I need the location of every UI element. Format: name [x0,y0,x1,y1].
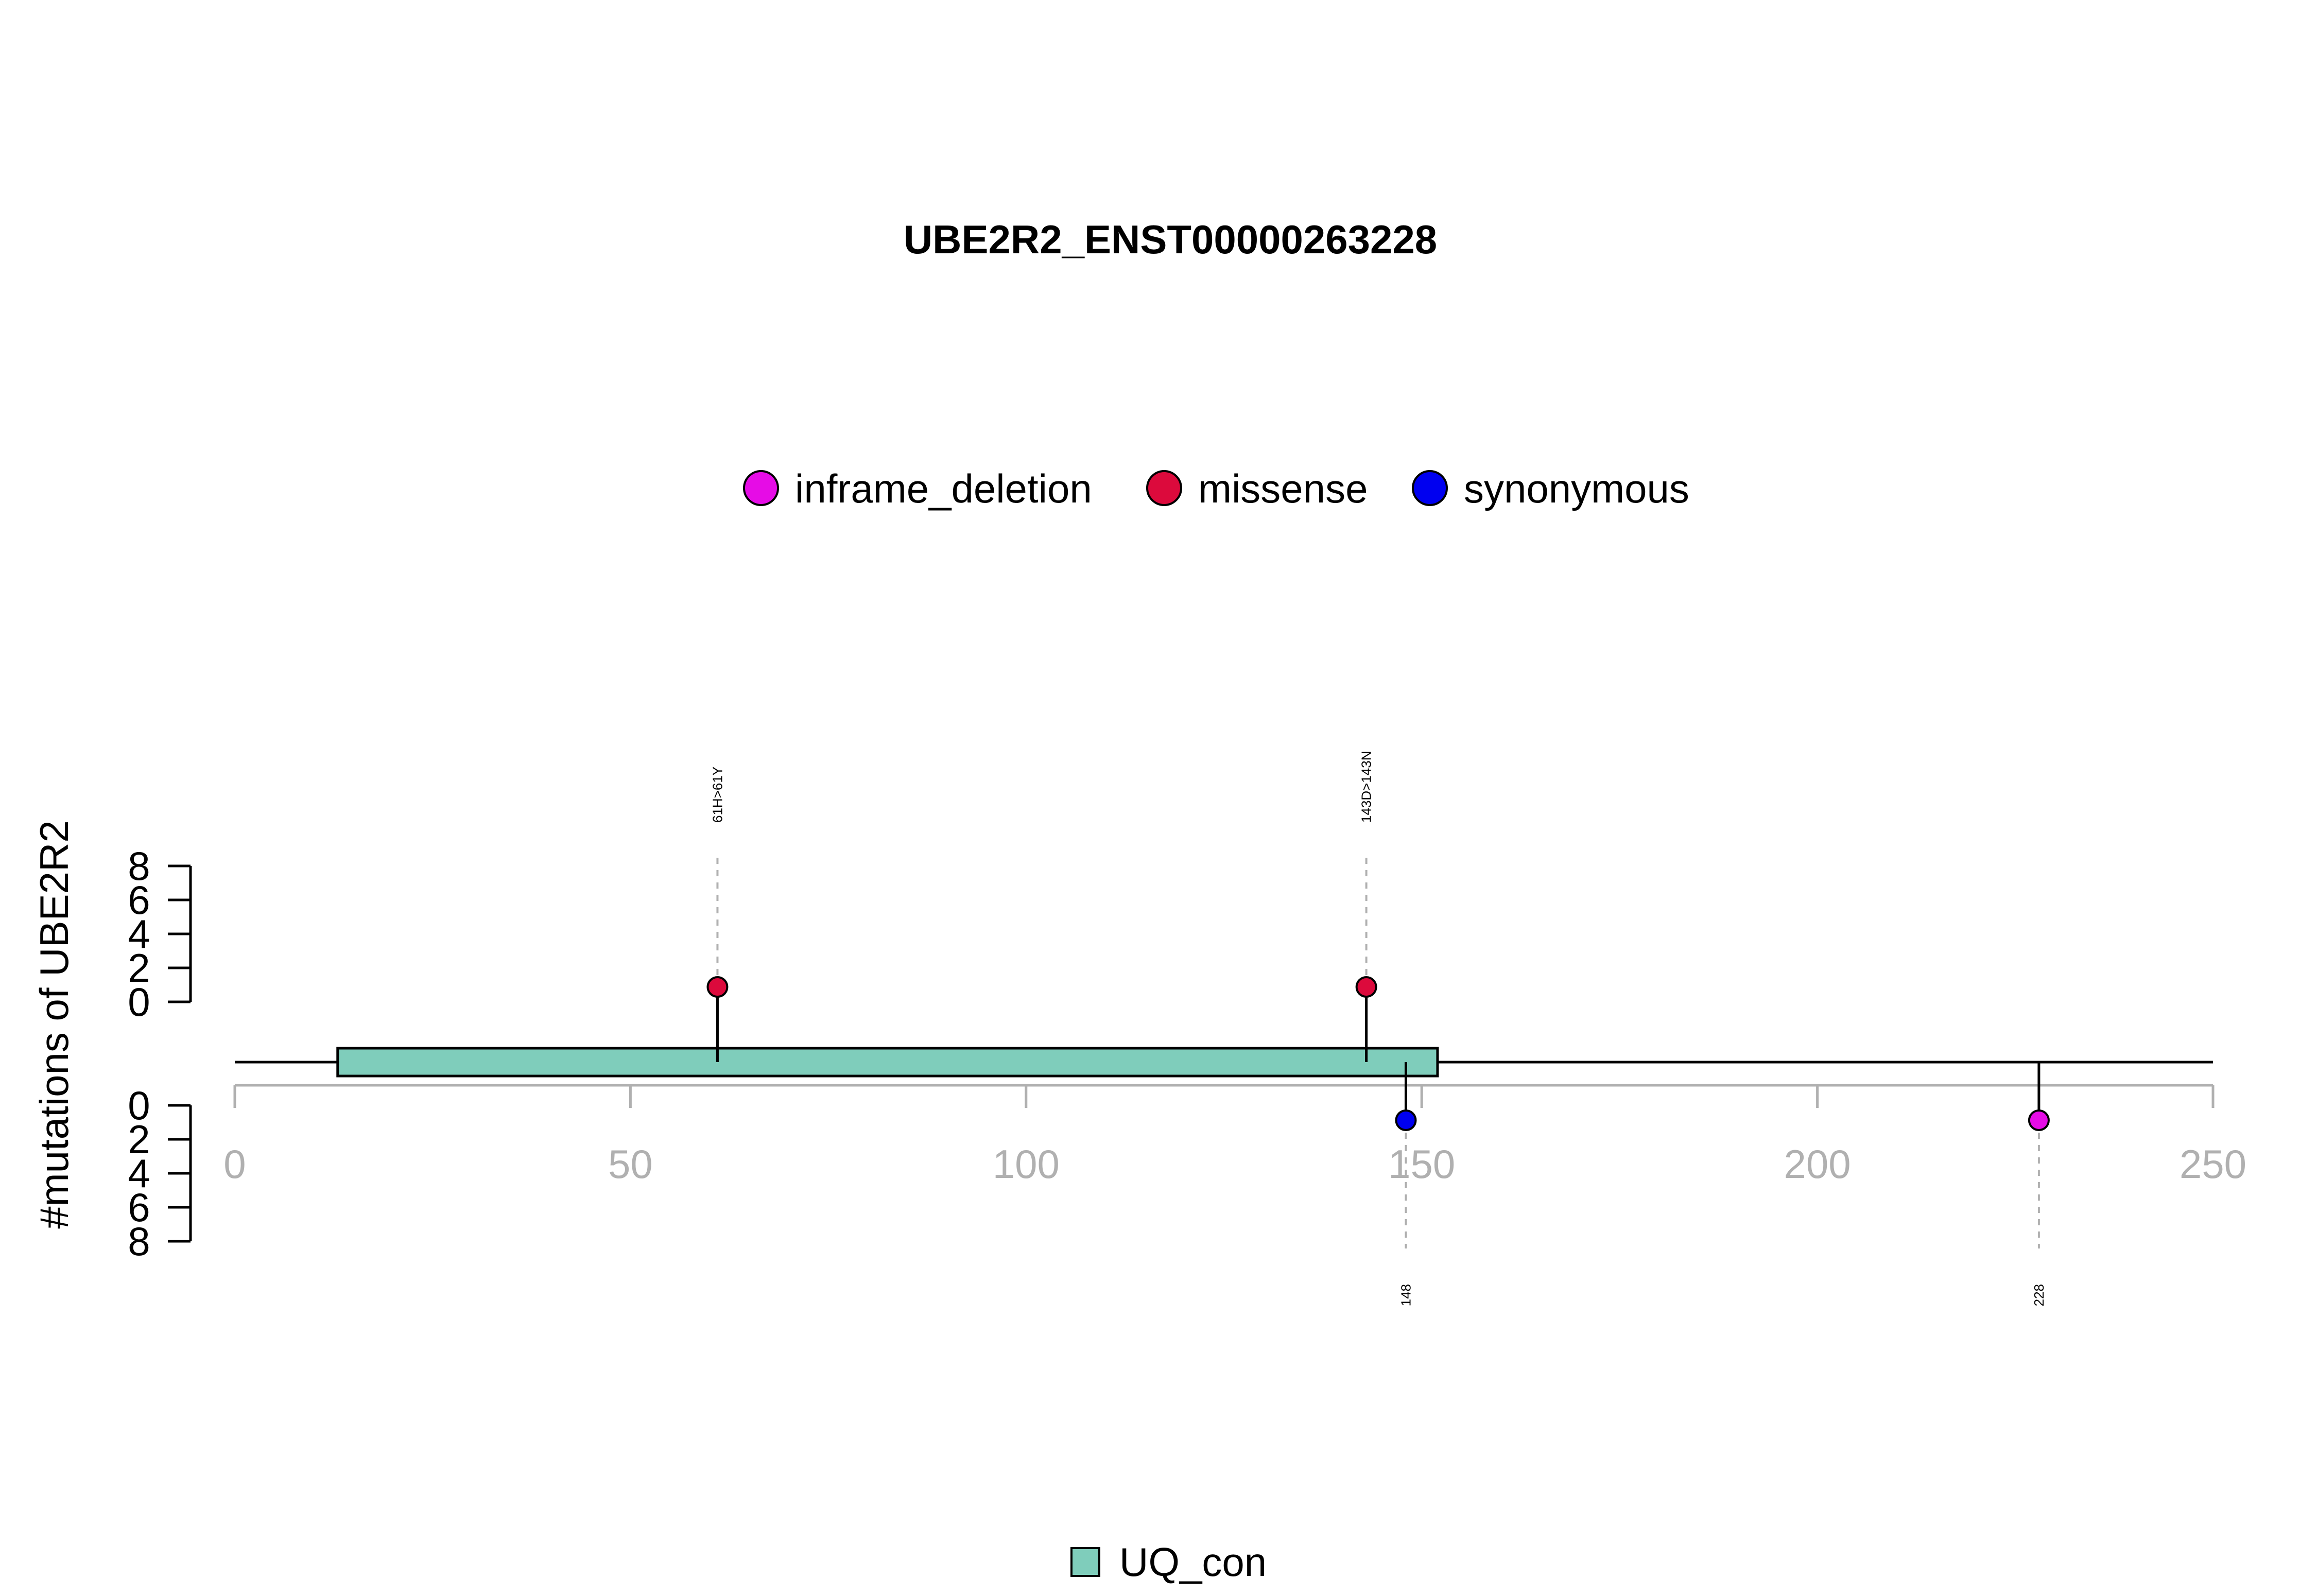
y-axis-lower-tick-label: 8 [128,1219,150,1264]
x-axis-tick-label: 250 [2180,1141,2246,1187]
legend-item-missense: missense [1146,466,1368,511]
y-axis-upper-tick-label: 6 [128,877,150,923]
domain-legend-swatch [1070,1547,1100,1577]
y-axis-lower-tick-label: 0 [128,1083,150,1128]
y-axis-upper-tick-label: 2 [128,945,150,991]
y-axis-lower-tick-label: 2 [128,1117,150,1162]
y-axis-upper-tick-label: 0 [128,979,150,1025]
x-axis-tick-label: 50 [608,1141,653,1187]
legend-item-synonymous: synonymous [1412,466,1689,511]
y-axis-lower-tick-label: 6 [128,1185,150,1230]
mutation-label: 61H>61Y [710,767,725,823]
mutation-head [1395,1109,1417,1131]
mutation-228: 228 [2028,1062,2050,1306]
legend-marker-synonymous [1412,470,1448,506]
legend-marker-inframe_deletion [743,470,779,506]
domain-legend: UQ_con [1070,1539,1267,1585]
mutation-label: 148 [1398,1284,1413,1306]
mutation-148: 148 [1395,1062,1417,1306]
domain-legend-item-UQ_con: UQ_con [1070,1539,1267,1585]
y-axis-label: #mutations of UBE2R2 [31,820,77,1228]
mutation-lollipops: 61H>61Y 143D>143N 148 228 [706,751,2050,1306]
domain-legend-label: UQ_con [1119,1539,1267,1585]
legend-marker-missense [1146,470,1182,506]
y-axis-upper-tick-label: 8 [128,843,150,889]
x-axis-tick-label: 100 [993,1141,1060,1187]
legend-item-inframe_deletion: inframe_deletion [743,466,1092,511]
domain-UQ_con [336,1047,1439,1078]
mutation-label: 143D>143N [1359,751,1374,823]
mutation-label: 228 [2031,1284,2047,1306]
mutation-head [2028,1109,2050,1131]
mutation-head [1355,976,1377,998]
domain-layer [336,1047,1439,1078]
legend-label-synonymous: synonymous [1464,466,1689,511]
x-axis-tick-label: 150 [1388,1141,1455,1187]
x-axis-tick-label: 0 [223,1141,246,1187]
mutation-legend: inframe_deletion missense synonymous [743,466,1689,511]
x-axis-tick-label: 200 [1784,1141,1851,1187]
mutation-143: 143D>143N [1355,751,1377,1062]
mutation-61: 61H>61Y [706,767,729,1062]
x-axis: 0 50 100 150 200 250 [223,1084,2246,1187]
y-axis-lower-tick-label: 4 [128,1151,150,1196]
legend-label-inframe_deletion: inframe_deletion [795,466,1092,511]
chart-title: UBE2R2_ENST00000263228 [904,217,1437,262]
legend-label-missense: missense [1198,466,1368,511]
y-axis-upper-tick-label: 4 [128,911,150,957]
mutation-head [706,976,729,998]
